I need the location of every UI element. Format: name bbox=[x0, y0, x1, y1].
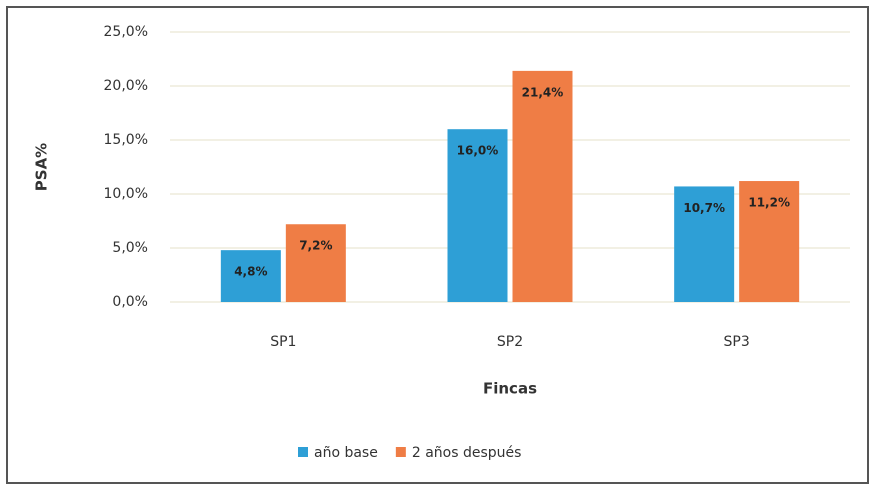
bar bbox=[447, 129, 508, 302]
y-tick-label: 0,0% bbox=[112, 294, 148, 310]
legend-swatch bbox=[395, 447, 406, 457]
y-tick-label: 15,0% bbox=[104, 132, 148, 148]
bar bbox=[739, 181, 800, 302]
bar bbox=[285, 224, 346, 302]
y-tick-label: 20,0% bbox=[104, 78, 148, 94]
y-tick-label: 25,0% bbox=[104, 24, 148, 40]
x-tick-label: SP3 bbox=[724, 334, 750, 350]
x-tick-label: SP1 bbox=[270, 334, 296, 350]
y-axis-title: PSA% bbox=[33, 143, 51, 191]
bar bbox=[220, 250, 281, 302]
y-tick-label: 10,0% bbox=[104, 186, 148, 202]
value-label: 7,2% bbox=[299, 239, 332, 253]
value-label: 16,0% bbox=[457, 144, 499, 158]
bar bbox=[512, 70, 573, 302]
bar bbox=[674, 186, 735, 302]
x-tick-label: SP2 bbox=[497, 334, 523, 350]
legend-label: año base bbox=[314, 445, 378, 461]
legend-label: 2 años después bbox=[412, 445, 522, 461]
value-label: 11,2% bbox=[748, 196, 790, 210]
value-label: 10,7% bbox=[683, 201, 725, 215]
value-label: 21,4% bbox=[522, 85, 564, 99]
legend-swatch bbox=[298, 447, 308, 457]
value-label: 4,8% bbox=[234, 265, 267, 279]
x-axis-title: Fincas bbox=[483, 380, 537, 398]
y-tick-label: 5,0% bbox=[112, 240, 148, 256]
